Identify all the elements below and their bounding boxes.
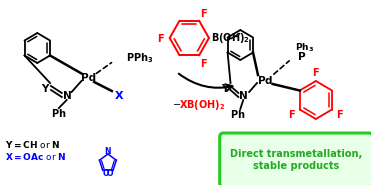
Text: O: O (107, 169, 113, 178)
Text: $-$: $-$ (172, 100, 182, 110)
Text: $\mathbf{B(OH)_2}$: $\mathbf{B(OH)_2}$ (211, 31, 250, 45)
FancyBboxPatch shape (220, 133, 373, 185)
FancyArrowPatch shape (179, 74, 232, 91)
Text: $\mathbf{XB(OH)_2}$: $\mathbf{XB(OH)_2}$ (178, 98, 225, 112)
Text: $\mathbf{X}$: $\mathbf{X}$ (115, 89, 125, 101)
Text: N: N (105, 147, 111, 156)
Text: $\mathbf{Ph_3}$: $\mathbf{Ph_3}$ (294, 42, 314, 54)
Text: $\mathbf{F}$: $\mathbf{F}$ (312, 66, 320, 78)
Text: $\mathbf{Y}$: $\mathbf{Y}$ (221, 82, 231, 94)
Text: O: O (102, 169, 109, 178)
Text: $\mathbf{F}$: $\mathbf{F}$ (336, 108, 344, 120)
Text: $\mathbf{F}$: $\mathbf{F}$ (157, 32, 165, 44)
Text: $\mathbf{PPh_3}$: $\mathbf{PPh_3}$ (125, 51, 153, 65)
Text: $\mathbf{Ph}$: $\mathbf{Ph}$ (230, 108, 245, 120)
Text: $\mathbf{Y}$: $\mathbf{Y}$ (41, 82, 51, 94)
Text: Pd: Pd (81, 73, 96, 83)
Text: Direct transmetallation,
stable products: Direct transmetallation, stable products (230, 149, 363, 171)
Text: $\mathbf{X = OAc}$ or $\mathbf{N}$: $\mathbf{X = OAc}$ or $\mathbf{N}$ (5, 152, 67, 162)
Text: $\mathbf{P}$: $\mathbf{P}$ (296, 50, 306, 62)
Text: $\mathbf{F}$: $\mathbf{F}$ (200, 7, 208, 19)
Text: $\mathbf{F}$: $\mathbf{F}$ (288, 108, 296, 120)
Text: $\mathbf{Pd}$: $\mathbf{Pd}$ (257, 74, 273, 86)
Text: $\mathbf{N}$: $\mathbf{N}$ (239, 89, 248, 101)
Text: $\mathbf{Y = CH}$ or $\mathbf{N}$: $\mathbf{Y = CH}$ or $\mathbf{N}$ (5, 139, 60, 151)
Text: $\mathbf{Ph}$: $\mathbf{Ph}$ (51, 107, 67, 119)
Text: $\mathbf{N}$: $\mathbf{N}$ (62, 89, 71, 101)
Text: $\mathbf{F}$: $\mathbf{F}$ (200, 57, 208, 69)
